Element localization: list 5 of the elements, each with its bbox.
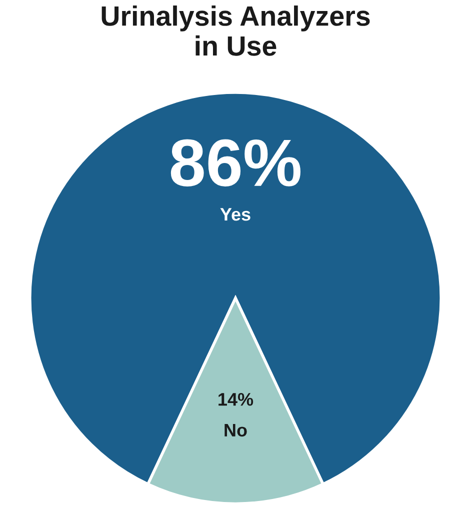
slice-label: Yes — [220, 208, 250, 221]
data-label: 14% — [218, 393, 254, 406]
chart-title: Urinalysis Analyzers in Use — [102, 6, 370, 56]
slice-label: No — [224, 424, 247, 437]
data-label: 86% — [170, 139, 300, 186]
